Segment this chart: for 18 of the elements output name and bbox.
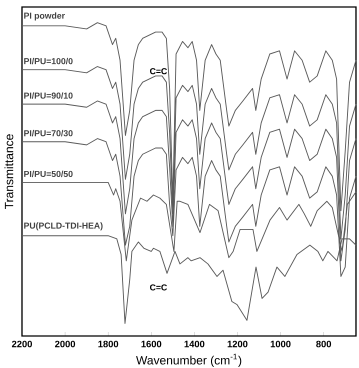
x-tick-label: 1200 [228, 340, 248, 348]
series-label: PI/PU=70/30 [24, 130, 73, 136]
series-label: PU(PCLD-TDI-HEA) [24, 222, 103, 230]
x-tick-label: 1600 [141, 340, 162, 348]
x-tick-label: 800 [316, 340, 332, 348]
y-axis-title: Transmittance [4, 134, 14, 210]
annotation: C=C [150, 68, 167, 74]
series-label: PI/PU=90/10 [24, 92, 73, 99]
x-tick-label: 1800 [98, 340, 118, 348]
x-tick-label: 2200 [12, 340, 32, 348]
series-label: PI powder [24, 12, 65, 20]
series-label: PI/PU=100/0 [24, 58, 73, 64]
annotation: C=C [150, 284, 167, 290]
x-tick-label: 2000 [55, 340, 76, 348]
x-tick-label: 1400 [184, 340, 204, 348]
x-tick-label: 1000 [270, 340, 291, 348]
x-axis-title: Wavenumber (cm$^{-1}$) [136, 354, 242, 367]
series-label: PI/PU=50/50 [24, 170, 73, 178]
